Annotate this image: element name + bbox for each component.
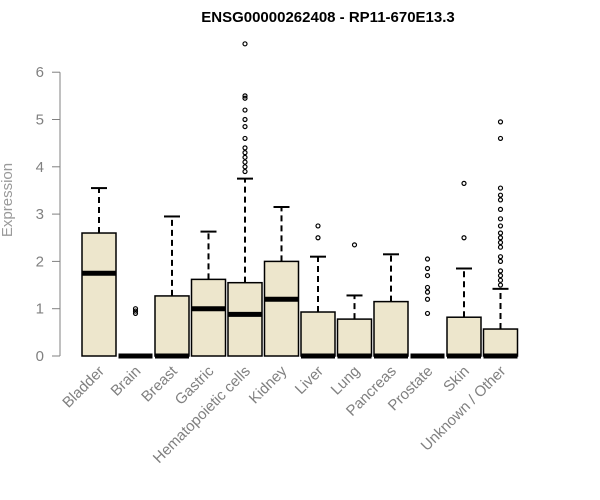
box-group bbox=[190, 230, 227, 357]
outlier-point bbox=[132, 308, 139, 314]
box-rect bbox=[154, 295, 190, 357]
outlier-point bbox=[461, 235, 467, 241]
outlier-point bbox=[497, 230, 504, 236]
box-rect bbox=[227, 281, 263, 357]
box-group bbox=[81, 187, 117, 357]
outlier-point bbox=[242, 41, 248, 47]
x-tick-label: Kidney bbox=[246, 362, 291, 407]
box-rect bbox=[482, 328, 519, 357]
box-rect bbox=[190, 278, 227, 357]
y-tick-label: 3 bbox=[36, 206, 44, 223]
y-axis-label: Expression bbox=[0, 163, 16, 237]
box-group bbox=[482, 119, 519, 359]
box-rect bbox=[300, 311, 336, 357]
x-tick-label: Skin bbox=[440, 363, 473, 396]
outlier-point bbox=[242, 135, 248, 142]
box-group bbox=[410, 256, 445, 359]
outlier-point bbox=[497, 244, 504, 250]
outlier-point bbox=[424, 265, 431, 272]
outlier-point bbox=[315, 235, 321, 241]
box-group bbox=[263, 206, 300, 357]
y-tick-label: 5 bbox=[36, 112, 44, 129]
outlier-point bbox=[424, 272, 431, 279]
outlier-point bbox=[497, 272, 504, 279]
outlier-point bbox=[242, 159, 248, 165]
box-group bbox=[446, 180, 482, 359]
outlier-point bbox=[242, 93, 248, 99]
outlier-point bbox=[497, 254, 504, 260]
chart-title: ENSG00000262408 - RP11-670E13.3 bbox=[201, 9, 455, 26]
outlier-point bbox=[497, 239, 504, 246]
box-group bbox=[373, 253, 409, 359]
outlier-point bbox=[132, 306, 139, 312]
box-rect bbox=[263, 260, 300, 357]
box-group bbox=[118, 306, 153, 359]
outlier-point bbox=[424, 310, 431, 317]
y-axis: 0 1 2 3 4 5 6 bbox=[36, 64, 61, 365]
outlier-point bbox=[424, 256, 431, 262]
y-tick-label: 0 bbox=[36, 348, 44, 365]
x-tick-label: Liver bbox=[292, 363, 327, 398]
outlier-point bbox=[461, 180, 467, 186]
outlier-point bbox=[497, 216, 504, 222]
y-tick-label: 2 bbox=[36, 253, 44, 270]
y-tick-label: 1 bbox=[36, 301, 44, 318]
outlier-point bbox=[242, 168, 248, 175]
outlier-point bbox=[424, 284, 431, 291]
outlier-point bbox=[242, 95, 248, 101]
outlier-point bbox=[132, 310, 139, 317]
outlier-point bbox=[497, 258, 504, 264]
box-rect bbox=[336, 318, 373, 357]
box-rect bbox=[446, 316, 482, 357]
outlier-point bbox=[497, 135, 504, 142]
y-tick-label: 6 bbox=[36, 64, 44, 81]
outlier-point bbox=[351, 242, 358, 248]
outlier-point bbox=[497, 185, 504, 191]
box-group bbox=[336, 242, 373, 359]
outlier-point bbox=[497, 192, 504, 198]
outlier-point bbox=[497, 277, 504, 283]
outlier-point bbox=[315, 223, 321, 229]
outlier-point bbox=[424, 296, 431, 302]
outlier-point bbox=[242, 107, 248, 113]
outlier-point bbox=[497, 235, 504, 241]
box-rect bbox=[81, 232, 117, 357]
outlier-point bbox=[242, 145, 248, 151]
outlier-point bbox=[497, 119, 504, 125]
outlier-point bbox=[497, 282, 504, 288]
box-group bbox=[300, 223, 336, 359]
y-tick-label: 4 bbox=[36, 159, 44, 176]
outlier-point bbox=[497, 206, 504, 212]
x-tick-label: Bladder bbox=[59, 363, 108, 412]
outlier-point bbox=[497, 197, 504, 203]
outlier-point bbox=[424, 289, 431, 295]
outlier-point bbox=[242, 154, 248, 160]
outlier-point bbox=[242, 123, 248, 130]
box-group bbox=[227, 41, 263, 357]
outlier-point bbox=[242, 164, 248, 170]
outlier-point bbox=[242, 116, 248, 123]
box-group bbox=[154, 215, 190, 359]
outlier-point bbox=[242, 150, 248, 156]
box-rect bbox=[373, 300, 409, 357]
boxes bbox=[81, 41, 519, 359]
outlier-point bbox=[497, 223, 504, 229]
outlier-point bbox=[497, 268, 504, 274]
